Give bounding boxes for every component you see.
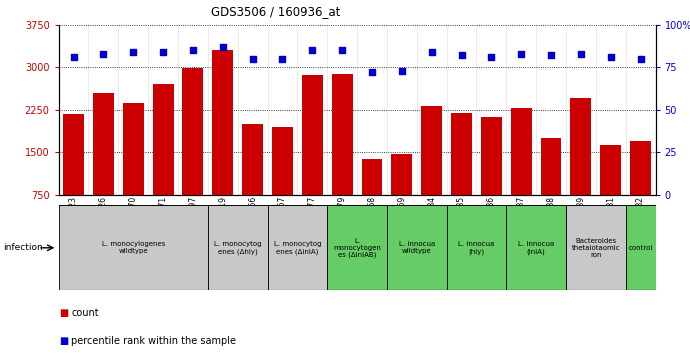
Bar bbox=[446, 205, 506, 290]
Text: percentile rank within the sample: percentile rank within the sample bbox=[71, 336, 236, 346]
Point bbox=[188, 47, 199, 53]
Text: GDS3506 / 160936_at: GDS3506 / 160936_at bbox=[211, 5, 341, 18]
Text: L. monocytog
enes (ΔinlA): L. monocytog enes (ΔinlA) bbox=[274, 241, 321, 255]
Bar bbox=[630, 141, 651, 195]
Point bbox=[98, 51, 109, 57]
Bar bbox=[626, 205, 656, 290]
Bar bbox=[242, 124, 263, 195]
Bar bbox=[59, 205, 208, 290]
Bar bbox=[213, 50, 233, 195]
Point bbox=[396, 68, 407, 74]
Text: ■: ■ bbox=[59, 336, 68, 346]
Point bbox=[217, 44, 228, 50]
Text: L. innocua
(inlA): L. innocua (inlA) bbox=[518, 241, 554, 255]
Bar bbox=[506, 205, 566, 290]
Text: L. innocua
(hly): L. innocua (hly) bbox=[458, 241, 495, 255]
Text: L. monocytog
enes (Δhly): L. monocytog enes (Δhly) bbox=[214, 241, 262, 255]
Bar bbox=[123, 103, 144, 195]
Bar bbox=[302, 75, 323, 195]
Point bbox=[515, 51, 526, 57]
Point bbox=[635, 56, 646, 62]
Bar bbox=[540, 138, 562, 195]
Bar bbox=[182, 68, 204, 195]
Point bbox=[486, 54, 497, 60]
Text: infection: infection bbox=[3, 243, 43, 252]
Point bbox=[337, 47, 348, 53]
Point bbox=[68, 54, 79, 60]
Bar bbox=[327, 205, 387, 290]
Bar bbox=[332, 74, 353, 195]
Point bbox=[307, 47, 318, 53]
Bar bbox=[272, 127, 293, 195]
Bar bbox=[362, 159, 382, 195]
Text: control: control bbox=[629, 245, 653, 251]
Text: L. innocua
wildtype: L. innocua wildtype bbox=[399, 241, 435, 254]
Bar bbox=[511, 108, 532, 195]
Bar bbox=[391, 154, 413, 195]
Bar bbox=[421, 106, 442, 195]
Bar bbox=[451, 113, 472, 195]
Point bbox=[277, 56, 288, 62]
Point bbox=[546, 52, 557, 58]
Text: Bacteroides
thetaiotaomic
ron: Bacteroides thetaiotaomic ron bbox=[571, 238, 620, 258]
Text: L. monocylogenes
wildtype: L. monocylogenes wildtype bbox=[101, 241, 165, 254]
Bar bbox=[571, 98, 591, 195]
Point bbox=[128, 49, 139, 55]
Bar bbox=[387, 205, 446, 290]
Bar bbox=[63, 114, 84, 195]
Text: count: count bbox=[71, 308, 99, 318]
Point bbox=[605, 54, 616, 60]
Point bbox=[157, 49, 168, 55]
Bar bbox=[566, 205, 626, 290]
Point bbox=[575, 51, 586, 57]
Point bbox=[456, 52, 467, 58]
Bar bbox=[208, 205, 268, 290]
Bar bbox=[268, 205, 327, 290]
Text: ■: ■ bbox=[59, 308, 68, 318]
Bar bbox=[481, 117, 502, 195]
Text: L.
monocytogen
es (ΔinlAB): L. monocytogen es (ΔinlAB) bbox=[333, 238, 381, 258]
Bar bbox=[152, 84, 174, 195]
Bar bbox=[600, 145, 621, 195]
Point bbox=[247, 56, 258, 62]
Point bbox=[426, 49, 437, 55]
Bar bbox=[93, 93, 114, 195]
Point bbox=[366, 69, 377, 75]
